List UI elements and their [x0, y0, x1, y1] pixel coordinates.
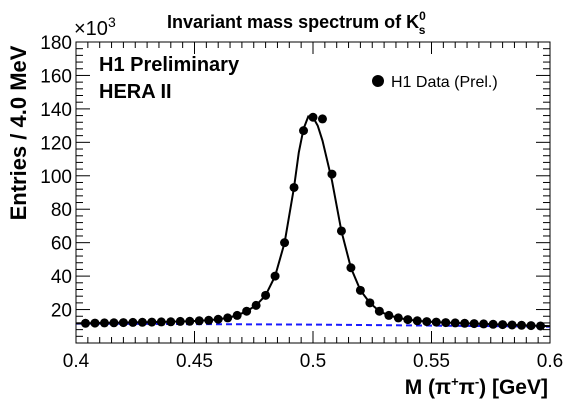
data-points — [80, 112, 546, 331]
data-point — [175, 316, 185, 326]
chart-title: Invariant mass spectrum of K0 s — [167, 9, 426, 37]
y-multiplier-base: ×10 — [74, 18, 108, 40]
data-point — [194, 316, 204, 326]
data-point — [289, 182, 299, 192]
y-tick-label: 40 — [51, 267, 72, 288]
data-point — [213, 314, 223, 324]
data-point — [488, 319, 498, 329]
data-point — [355, 285, 365, 295]
y-tick-label: 160 — [40, 66, 72, 87]
data-point — [507, 320, 517, 330]
data-point — [204, 315, 214, 325]
y-multiplier-exp: 3 — [108, 14, 116, 30]
data-point — [166, 317, 176, 327]
legend: H1 Data (Prel.) — [372, 74, 498, 91]
y-tick-label: 20 — [51, 301, 72, 322]
x-axis-label-sup1: + — [451, 374, 459, 389]
y-tick-label: 80 — [51, 200, 72, 221]
legend-marker-icon — [372, 75, 384, 87]
data-point — [99, 318, 109, 328]
x-tick-label: 0.4 — [63, 351, 90, 372]
data-point — [412, 316, 422, 326]
x-tick-label: 0.6 — [537, 351, 563, 372]
data-point — [185, 316, 195, 326]
data-point — [469, 319, 479, 329]
data-point — [147, 317, 157, 327]
chart-title-sup: 0 — [419, 9, 426, 23]
data-point — [403, 315, 413, 325]
data-point — [384, 310, 394, 320]
data-point — [109, 318, 119, 328]
y-tick-label: 140 — [40, 100, 72, 121]
axis-ticks — [75, 41, 551, 343]
x-tick-labels: 0.4 0.45 0.5 0.55 0.6 — [63, 351, 563, 372]
data-point — [536, 321, 546, 331]
y-tick-label: 180 — [40, 33, 72, 54]
data-point — [431, 317, 441, 327]
data-point — [137, 317, 147, 327]
data-point — [223, 313, 233, 323]
data-point — [422, 317, 432, 327]
data-point — [299, 126, 309, 136]
y-tick-labels: 20 40 60 80 100 120 140 160 180 — [40, 33, 72, 322]
y-tick-label: 120 — [40, 133, 72, 154]
x-tick-label: 0.5 — [300, 351, 326, 372]
chart-title-main: Invariant mass spectrum of K — [167, 12, 419, 32]
data-point — [80, 318, 90, 328]
data-point — [270, 271, 280, 281]
x-tick-label: 0.45 — [176, 351, 213, 372]
data-point — [280, 238, 290, 248]
y-tick-label: 60 — [51, 234, 72, 255]
x-axis-label-sup2: - — [475, 374, 479, 389]
data-point — [242, 306, 252, 316]
data-point — [365, 298, 375, 308]
data-point — [393, 313, 403, 323]
data-point — [90, 318, 100, 328]
data-point — [308, 112, 318, 122]
data-point — [232, 310, 242, 320]
data-point — [479, 319, 489, 329]
data-point — [346, 263, 356, 273]
annotation-hera-ii: HERA II — [99, 81, 172, 103]
data-point — [517, 320, 527, 330]
data-point — [336, 226, 346, 236]
data-point — [327, 169, 337, 179]
data-point — [450, 318, 460, 328]
data-point — [498, 320, 508, 330]
x-axis-label-end: ) [GeV] — [479, 376, 548, 399]
data-point — [441, 318, 451, 328]
chart-title-sub: s — [419, 23, 426, 37]
data-point — [460, 318, 470, 328]
data-point — [317, 114, 327, 124]
y-multiplier: ×103 — [74, 14, 116, 40]
data-point — [251, 300, 261, 310]
x-axis-label: M (π+π-) [GeV] — [405, 374, 548, 399]
x-axis-label-mid: π — [459, 376, 475, 399]
annotation-h1-preliminary: H1 Preliminary — [99, 54, 240, 76]
data-point — [261, 290, 271, 300]
x-tick-label: 0.55 — [413, 351, 450, 372]
data-point — [118, 318, 128, 328]
legend-label: H1 Data (Prel.) — [391, 74, 498, 91]
data-point — [526, 321, 536, 331]
y-axis-label: Entries / 4.0 MeV — [6, 45, 31, 220]
data-point — [156, 317, 166, 327]
data-point — [374, 306, 384, 316]
y-tick-label: 100 — [40, 167, 72, 188]
x-axis-label-part1: M (π — [405, 376, 451, 399]
data-point — [128, 317, 138, 327]
signal-fit-curve — [75, 115, 551, 328]
